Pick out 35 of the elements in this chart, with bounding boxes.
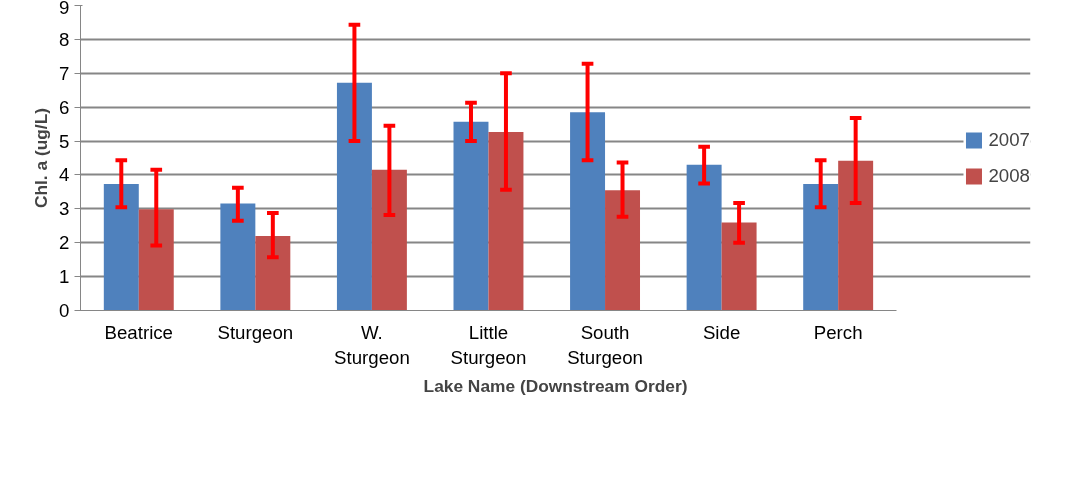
x-tick-label: Side xyxy=(702,321,741,343)
x-tick-label: Beatrice xyxy=(104,321,174,343)
bar xyxy=(570,112,606,311)
x-tick-label: South Sturgeon xyxy=(567,321,643,368)
y-tick-label: 3 xyxy=(59,198,70,220)
bar xyxy=(103,184,139,311)
bar xyxy=(686,164,722,311)
bar xyxy=(838,160,874,311)
y-tick-label: 5 xyxy=(59,130,70,152)
bar xyxy=(138,209,174,311)
bar xyxy=(220,203,256,311)
bar xyxy=(488,131,524,311)
x-tick-label: W. Sturgeon xyxy=(334,321,410,368)
bar xyxy=(336,82,372,311)
y-tick-label: 1 xyxy=(59,266,70,288)
y-tick-label: 2 xyxy=(59,232,70,254)
y-tick-label: 6 xyxy=(59,96,70,118)
y-axis-title: Chl. a (ug/L) xyxy=(31,107,52,209)
y-tick-label: 8 xyxy=(59,28,70,50)
y-tick-label: 9 xyxy=(59,0,70,18)
legend-label: 2007 xyxy=(988,128,1030,151)
x-tick-label: Sturgeon xyxy=(217,321,294,343)
bar xyxy=(453,121,489,311)
bar xyxy=(371,169,407,311)
x-axis-title: Lake Name (Downstream Order) xyxy=(423,375,688,396)
y-tick-label: 7 xyxy=(59,62,70,84)
y-tick-label: 0 xyxy=(59,300,70,321)
y-tick-label: 4 xyxy=(59,164,70,186)
x-tick-label: Perch xyxy=(813,321,863,343)
bar xyxy=(721,222,757,311)
bar xyxy=(255,235,291,311)
bar xyxy=(803,184,839,311)
bar xyxy=(605,190,641,311)
x-tick-label: Little Sturgeon xyxy=(450,321,527,368)
legend-label: 2008 xyxy=(988,164,1030,187)
